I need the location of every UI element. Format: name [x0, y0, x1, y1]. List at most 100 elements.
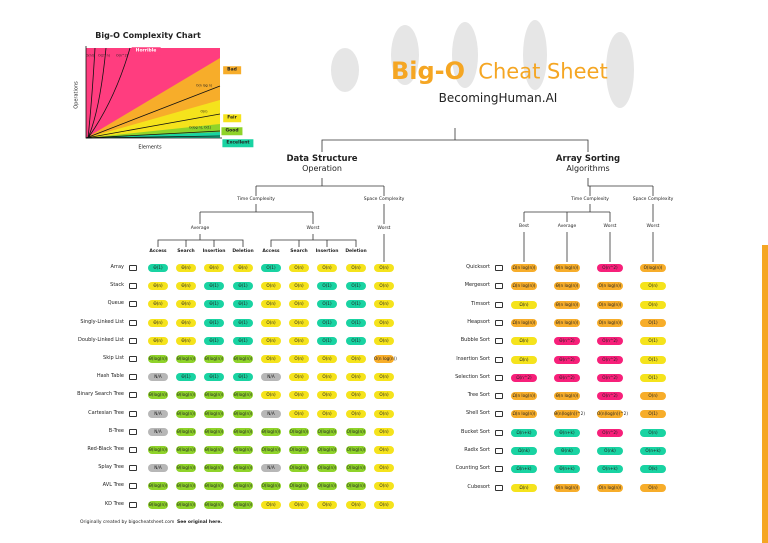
complexity-cell: O(1) [640, 337, 666, 346]
curve-label: O(log n), O(1) [189, 125, 211, 130]
complexity-cell: O(n) [640, 483, 666, 492]
complexity-cell: O(n) [261, 391, 281, 400]
complexity-cell: O(1) [640, 318, 666, 327]
complexity-cell: Θ(log(n)) [204, 482, 224, 491]
complexity-cell: O(n) [374, 500, 394, 509]
title-bold: Big-O [390, 57, 466, 85]
complexity-cell: O(n) [346, 264, 366, 272]
complexity-cell: Θ(n) [176, 282, 196, 291]
complexity-cell: O(n+k) [640, 447, 666, 455]
complexity-cell: O(n^2) [597, 355, 623, 364]
complexity-cell: Ω(n^2) [511, 373, 537, 382]
column-header: Average [557, 223, 577, 229]
group-label: Space Complexity [363, 196, 405, 202]
row-icon [495, 338, 503, 345]
column-header: Insertion [315, 248, 339, 254]
row-name: Binary Search Tree [77, 391, 124, 398]
zone-label: Bad [223, 66, 241, 74]
side-bar [762, 245, 768, 543]
complexity-cell: O(n) [346, 355, 366, 363]
row-name: B-Tree [108, 427, 124, 434]
complexity-cell: Θ(log(n)) [261, 427, 281, 436]
complexity-cell: Ω(n log(n)) [511, 282, 537, 291]
complexity-cell: O(n) [317, 264, 337, 272]
complexity-cell: Θ(log(n)) [176, 500, 196, 509]
complexity-cell: Θ(n log(n)) [554, 300, 580, 309]
complexity-cell: O(n) [640, 428, 666, 437]
group-label: Average [190, 225, 210, 231]
row-name: Tree Sort [467, 392, 490, 399]
row-name: AVL Tree [102, 482, 124, 489]
complexity-cell: O(n) [261, 300, 281, 309]
row-name: Skip List [103, 355, 124, 361]
curve-label: O(2^n) [98, 53, 110, 58]
complexity-cell: Θ(n log(n)) [554, 264, 580, 272]
complexity-cell: O(n log(n)) [597, 282, 623, 291]
row-name: Singly-Linked List [80, 318, 124, 325]
row-icon [495, 393, 503, 400]
complexity-cell: O(log(n)) [346, 482, 366, 491]
complexity-cell: O(log(n)) [289, 446, 309, 454]
complexity-cell: O(n) [289, 300, 309, 309]
column-header: Access [149, 248, 167, 254]
complexity-cell: O(n) [317, 500, 337, 509]
curve-label: O(n^2) [116, 53, 128, 58]
complexity-cell: Θ(log(n)) [148, 355, 168, 363]
zone-label: Horrible [131, 47, 161, 55]
section-title: Data Structure [286, 153, 358, 164]
row-name: Doubly-Linked List [78, 336, 124, 343]
row-name: Hash Table [96, 373, 124, 380]
complexity-cell: O(n) [374, 464, 394, 473]
complexity-cell: O(n) [317, 391, 337, 400]
complexity-cell: O(1) [640, 410, 666, 419]
complexity-cell: O(n(log(n))^2) [597, 410, 628, 419]
complexity-cell: O(n) [261, 282, 281, 291]
row-icon [129, 465, 137, 472]
complexity-cell: O(n) [289, 409, 309, 418]
complexity-cell: O(1) [346, 282, 366, 291]
complexity-cell: O(1) [317, 318, 337, 327]
row-icon [495, 466, 503, 473]
complexity-cell: Θ(n(log(n))^2) [554, 410, 585, 419]
complexity-cell: Ω(n) [511, 355, 537, 364]
complexity-cell: Θ(n log(n)) [554, 318, 580, 327]
complexity-cell: Θ(n^2) [554, 355, 580, 364]
row-icon [495, 429, 503, 436]
complexity-cell: O(n log(n)) [374, 355, 397, 363]
complexity-cell: O(1) [317, 300, 337, 309]
complexity-cell: Ω(n) [511, 300, 537, 309]
complexity-cell: O(n log(n)) [597, 300, 623, 309]
group-label: Time Complexity [237, 196, 275, 202]
complexity-cell: Θ(log(n)) [233, 409, 253, 418]
complexity-cell: Θ(log(n)) [233, 446, 253, 454]
complexity-cell: O(n) [374, 427, 394, 436]
row-icon [129, 447, 137, 453]
complexity-cell: O(n) [261, 355, 281, 363]
complexity-cell: Θ(log(n)) [148, 482, 168, 491]
complexity-cell: O(1) [317, 336, 337, 345]
complexity-cell: Θ(n) [148, 282, 168, 291]
complexity-cell: Θ(n+k) [554, 465, 580, 474]
complexity-cell: N/A [148, 409, 168, 418]
complexity-cell: Θ(n) [148, 300, 168, 309]
row-icon [129, 483, 137, 490]
complexity-cell: O(log(n)) [346, 446, 366, 454]
complexity-cell: O(n) [261, 318, 281, 327]
footer-link[interactable]: See original here. [177, 520, 223, 525]
row-name: Queue [107, 300, 124, 307]
complexity-cell: O(n) [346, 409, 366, 418]
complexity-cell: O(log(n)) [317, 482, 337, 491]
complexity-cell: Ω(n+k) [511, 465, 537, 474]
complexity-cell: Θ(1) [233, 373, 253, 382]
complexity-cell: Θ(1) [204, 300, 224, 309]
column-header: Worst [603, 223, 617, 229]
complexity-cell: O(n log(n)) [597, 318, 623, 327]
complexity-cell: Θ(log(n)) [176, 391, 196, 400]
row-name: Quicksort [466, 264, 490, 270]
complexity-cell: O(n) [261, 500, 281, 509]
complexity-cell: O(n) [374, 482, 394, 491]
complexity-cell: O(1) [346, 300, 366, 309]
complexity-cell: O(nk) [597, 447, 623, 455]
title-rest: Cheat Sheet [478, 59, 608, 84]
